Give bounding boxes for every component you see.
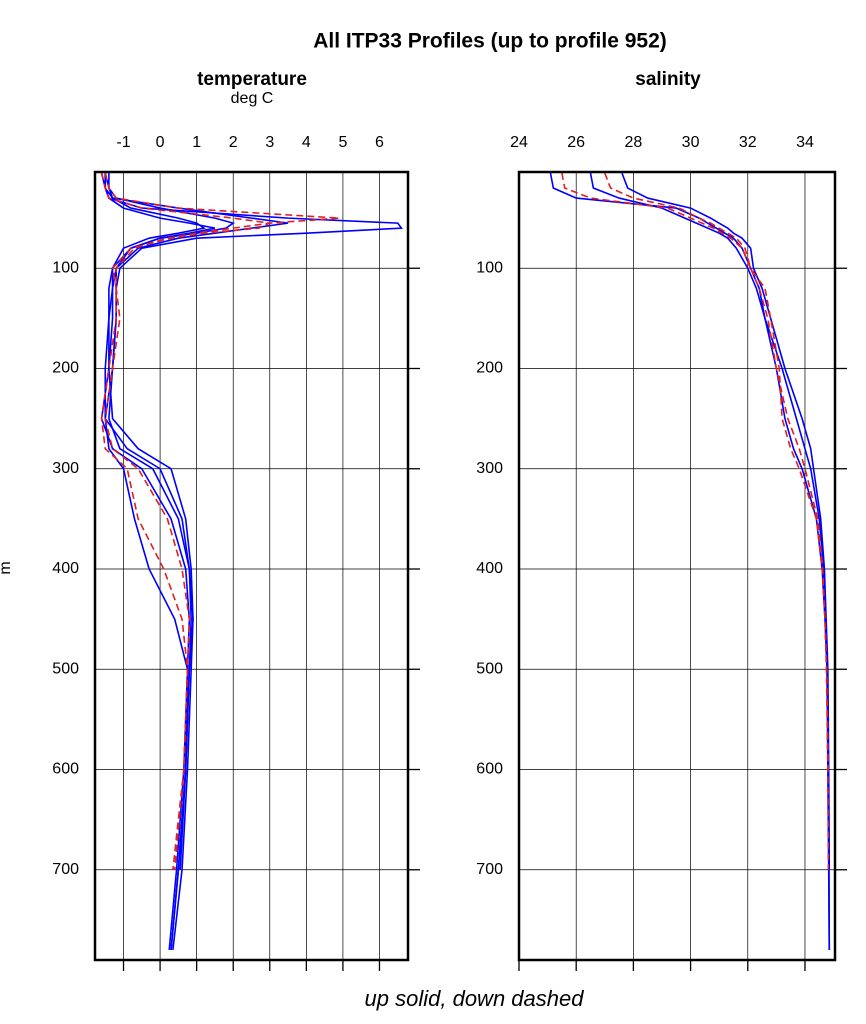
y-tick-label: 200 — [476, 360, 503, 377]
x-tick-label: 4 — [302, 134, 311, 151]
x-tick-label: 32 — [739, 134, 757, 151]
profile-line — [604, 172, 829, 770]
x-tick-label: 0 — [156, 134, 165, 151]
y-tick-label: 100 — [52, 259, 79, 276]
profile-line — [104, 172, 340, 870]
profile-line — [561, 172, 830, 870]
plot-area — [549, 172, 831, 950]
y-axis-label: m — [0, 561, 14, 574]
panel-frame — [517, 170, 837, 962]
y-tick-label: 400 — [52, 560, 79, 577]
profile-line — [104, 173, 216, 951]
profile-line — [100, 172, 289, 951]
panel-subtitle: deg C — [231, 90, 274, 107]
y-tick-label: 500 — [476, 660, 503, 677]
x-tick-label: 1 — [192, 134, 201, 151]
x-tick-label: 26 — [567, 134, 585, 151]
y-tick-label: 600 — [476, 761, 503, 778]
x-tick-label: 6 — [375, 134, 384, 151]
x-tick-label: 30 — [682, 134, 700, 151]
y-tick-label: 100 — [476, 259, 503, 276]
panel-frame — [93, 170, 410, 962]
panel-title: salinity — [635, 69, 701, 90]
footer-note: up solid, down dashed — [365, 986, 585, 1011]
profile-line — [104, 172, 236, 870]
y-tick-label: 300 — [476, 460, 503, 477]
y-tick-label: 700 — [52, 861, 79, 878]
panel-title: temperature — [197, 69, 307, 90]
profile-line — [104, 173, 403, 951]
x-tick-label: 5 — [338, 134, 347, 151]
profile-line — [108, 173, 206, 951]
figure-title: All ITP33 Profiles (up to profile 952) — [313, 30, 667, 53]
plot-area — [100, 172, 403, 951]
x-tick-label: 3 — [265, 134, 274, 151]
profile-line — [100, 172, 273, 870]
y-tick-label: 500 — [52, 660, 79, 677]
x-tick-label: 28 — [624, 134, 642, 151]
y-tick-label: 300 — [52, 460, 79, 477]
profile-line — [621, 172, 831, 870]
y-tick-label: 700 — [476, 861, 503, 878]
profile-line — [549, 172, 831, 950]
y-tick-label: 200 — [52, 360, 79, 377]
x-tick-label: 24 — [510, 134, 528, 151]
y-tick-label: 400 — [476, 560, 503, 577]
x-tick-label: -1 — [116, 134, 130, 151]
y-tick-label: 600 — [52, 761, 79, 778]
x-tick-label: 2 — [229, 134, 238, 151]
x-tick-label: 34 — [796, 134, 814, 151]
profile-line — [589, 172, 831, 950]
